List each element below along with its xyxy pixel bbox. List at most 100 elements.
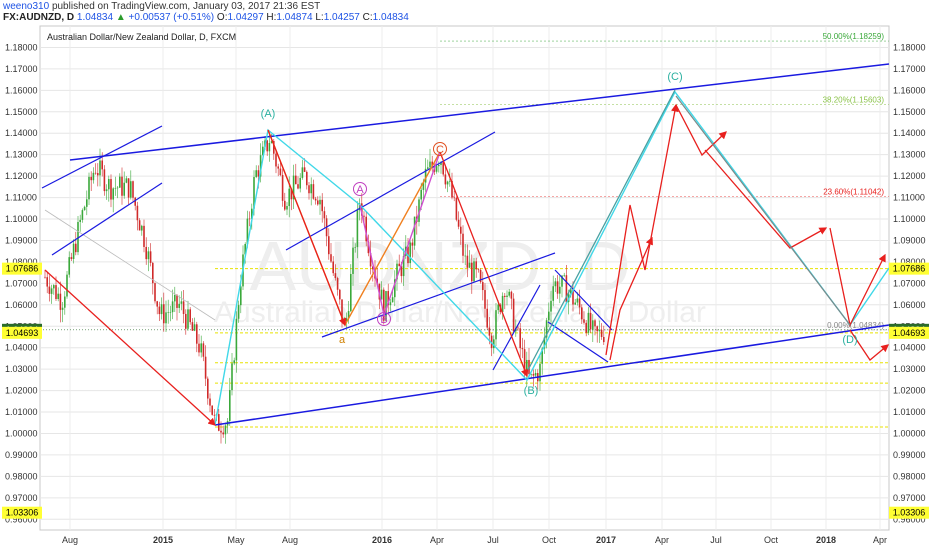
y-tick-label-right: 1.03000 [893, 364, 926, 374]
candle-body [477, 269, 480, 270]
symbol-label: FX:AUDNZD, D [3, 12, 75, 23]
author-link[interactable]: weeno310 [3, 1, 50, 12]
candle-body [592, 320, 594, 330]
candle-body [66, 274, 68, 297]
candle-body [387, 291, 389, 306]
candle-body [380, 289, 383, 300]
candle-body [532, 373, 535, 376]
high-value: 1.04874 [276, 12, 313, 23]
candle-body [218, 414, 220, 431]
up-arrow-icon: ▲ [115, 12, 126, 23]
close-label: C: [362, 12, 373, 23]
candle-body [77, 222, 79, 253]
candle-body [312, 184, 315, 199]
candle-body [332, 261, 334, 274]
y-tick-label-left: 0.96000 [5, 514, 38, 524]
candle-body [420, 189, 422, 200]
y-tick-label-right: 1.11000 [893, 193, 925, 203]
candle-body [402, 255, 405, 277]
candle-body [398, 263, 400, 267]
candle-body [464, 255, 466, 257]
y-tick-label-left: 1.03000 [5, 364, 38, 374]
wave-label: (A) [261, 108, 276, 120]
y-tick-label-right: 0.98000 [893, 471, 926, 481]
candle-body [323, 211, 326, 219]
candle-body [409, 242, 411, 264]
candle-body [444, 174, 447, 185]
candle-body [251, 208, 253, 219]
low-label: L: [315, 12, 324, 23]
candle-body [145, 246, 147, 260]
candle-body [600, 329, 603, 337]
price-badge-left-text: 1.07686 [6, 264, 39, 274]
candle-body [581, 307, 583, 320]
x-axis[interactable]: Aug 2015 May Aug 2016 Apr Jul Oct 2017 Apr Jul Oct 2… [62, 535, 887, 545]
candle-body [132, 181, 134, 198]
candle-body [367, 241, 370, 254]
red-projection-up [605, 103, 679, 356]
candle-body [319, 199, 321, 205]
candle-body [512, 298, 515, 332]
candle-body [363, 215, 365, 217]
wave-label-circle [353, 182, 367, 196]
candle-body [330, 254, 332, 262]
lower-channel-line [214, 324, 890, 426]
y-tick-label-right: 1.15000 [893, 107, 926, 117]
candle-body [490, 335, 493, 349]
grey-projection-line [675, 95, 851, 326]
candle-body [369, 253, 372, 267]
candle-body [90, 176, 92, 181]
wave-label: (C) [667, 71, 682, 83]
candle-body [116, 187, 119, 189]
y-tick-label-right: 1.07000 [893, 278, 926, 288]
candle-body [589, 312, 592, 330]
candle-body [596, 326, 598, 332]
y-axis[interactable]: 0.96000 0.96000 0.97000 0.97000 0.98000 0.980… [2, 42, 929, 524]
candle-body [482, 282, 484, 291]
x-tick-label: 2015 [153, 535, 173, 545]
fib-level-label: 0.00%(1.04834) [827, 321, 884, 330]
candle-body [196, 324, 198, 344]
candle-body [339, 289, 341, 300]
candle-body [108, 179, 110, 190]
y-tick-label-left: 1.14000 [5, 128, 38, 138]
plot-area[interactable] [39, 25, 890, 531]
wave-label-circle [433, 142, 447, 156]
y-tick-label-right: 1.16000 [893, 85, 926, 95]
y-tick-label-right: 1.09000 [893, 235, 926, 245]
candle-body [594, 320, 596, 327]
candle-body [391, 297, 394, 303]
y-tick-label-left: 1.06000 [5, 300, 38, 310]
x-tick-label: Jul [487, 535, 499, 545]
candle-body [350, 273, 352, 312]
x-tick-label: Jul [710, 535, 722, 545]
teal-rally-line [527, 89, 676, 371]
candle-body [149, 251, 152, 263]
y-tick-label-left: 1.09000 [5, 235, 38, 245]
candle-body [281, 175, 284, 201]
candle-body [75, 243, 77, 253]
fib-level-label: 50.00%(1.18259) [823, 32, 885, 41]
x-tick-label: Apr [873, 535, 887, 545]
candle-body [427, 167, 429, 169]
candle-body [559, 286, 561, 294]
candle-body [539, 363, 541, 382]
x-tick-label: Oct [764, 535, 779, 545]
candle-body [48, 286, 51, 294]
candle-body [160, 304, 163, 315]
y-tick-label-left: 1.16000 [5, 85, 38, 95]
candle-body [301, 167, 304, 178]
wave-label: a [339, 334, 346, 346]
candle-body [299, 177, 301, 189]
candle-body [92, 172, 95, 181]
price-badge-right-text: 1.04693 [893, 328, 926, 338]
candle-body [493, 339, 495, 349]
y-tick-label-right: 1.14000 [893, 128, 926, 138]
candle-body [79, 219, 81, 223]
candle-body [438, 164, 440, 167]
candle-body [504, 295, 506, 297]
y-tick-label-left: 0.99000 [5, 450, 38, 460]
candle-body [185, 313, 187, 329]
red-arrow-2 [267, 129, 347, 327]
